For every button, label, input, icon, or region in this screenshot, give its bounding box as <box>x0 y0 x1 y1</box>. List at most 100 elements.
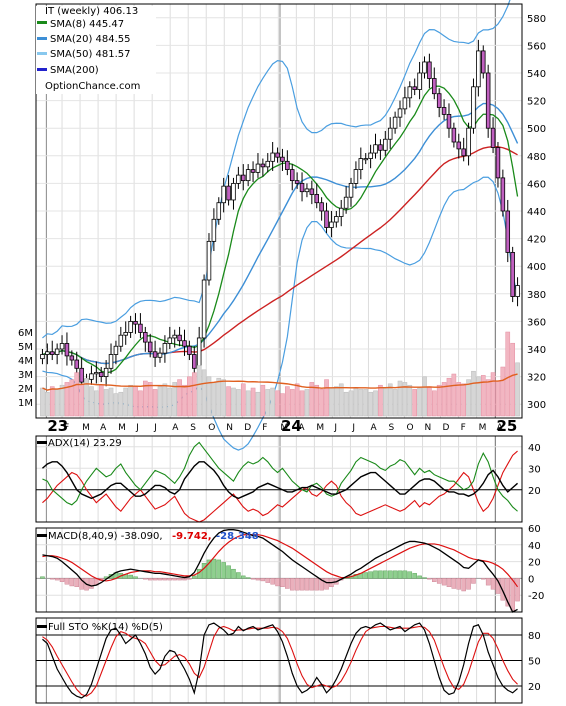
adx-label: ADX(14) 23.29 <box>48 438 122 449</box>
month-label: F <box>64 423 69 433</box>
macd-histogram-bar <box>373 570 378 579</box>
volume-bar <box>128 384 133 417</box>
macd-histogram-bar <box>427 578 432 580</box>
macd-histogram-bar <box>182 578 187 581</box>
candle-body <box>456 141 462 150</box>
month-label: A <box>298 423 305 433</box>
candle-body <box>451 127 457 143</box>
panel-frame-sto <box>35 617 523 704</box>
volume-bar <box>500 366 506 417</box>
candle-body <box>167 337 173 344</box>
candle-body <box>441 107 447 115</box>
macd-histogram-bar <box>432 578 437 582</box>
volume-bar <box>358 389 364 417</box>
macd-histogram-bar <box>79 578 84 590</box>
candle-body <box>368 152 373 159</box>
macd-histogram-bar <box>49 578 55 580</box>
month-label: M <box>316 423 324 433</box>
legend-swatch-sma20 <box>37 37 47 40</box>
volume-bar <box>79 383 84 417</box>
candle-body <box>113 345 119 355</box>
macd-histogram-bar <box>485 578 491 586</box>
macd-histogram-bar <box>211 558 217 579</box>
month-label: O <box>208 423 215 433</box>
volume-bar <box>240 383 246 417</box>
macd-histogram-bar <box>471 578 476 584</box>
candle-body <box>260 163 266 168</box>
candle-body <box>108 354 114 369</box>
volume-bar <box>157 386 163 417</box>
volume-bar <box>510 342 515 417</box>
macd-histogram-bar <box>422 577 427 579</box>
volume-bar <box>196 365 202 417</box>
volume-bar <box>49 386 55 417</box>
macd-histogram-bar <box>152 578 158 581</box>
candle-body <box>373 144 378 154</box>
volume-bar <box>461 383 466 417</box>
volume-bar <box>353 387 359 417</box>
price-tick-label: 440 <box>527 207 546 218</box>
month-label: D <box>443 423 450 433</box>
month-label: F <box>262 423 267 433</box>
candle-body <box>211 218 217 242</box>
volume-bar <box>206 376 212 417</box>
candle-body <box>392 116 398 129</box>
macd-histogram-bar <box>446 578 452 588</box>
macd-histogram-bar <box>397 570 403 579</box>
year-label: 24 <box>281 417 302 435</box>
macd-histogram-bar <box>226 565 231 579</box>
legend-swatch-sma200 <box>37 68 47 71</box>
macd-tick-label: 0 <box>528 574 534 585</box>
volume-bar <box>427 386 432 417</box>
candle-body <box>89 373 94 380</box>
candle-body <box>123 332 128 336</box>
month-label: O <box>407 423 414 433</box>
price-tick-label: 400 <box>527 262 546 273</box>
volume-bar <box>382 387 388 417</box>
volume-bar <box>407 384 413 417</box>
volume-bar <box>187 376 192 417</box>
month-label: D <box>244 423 251 433</box>
volume-bar <box>304 389 310 417</box>
macd-histogram-bar <box>245 577 251 579</box>
price-tick-label: 320 <box>527 373 546 384</box>
macd-histogram-bar <box>368 571 373 579</box>
year-label: 25 <box>497 417 518 435</box>
price-tick-label: 520 <box>527 97 546 108</box>
candle-body <box>505 210 511 253</box>
price-tick-label: 360 <box>527 317 546 328</box>
price-tick-label: 420 <box>527 235 546 246</box>
macd-panel <box>40 529 520 613</box>
candle-body <box>265 160 271 168</box>
sma20-line <box>42 102 519 365</box>
volume-bar <box>142 380 148 417</box>
candle-body <box>79 367 84 383</box>
adx-swatch <box>37 441 47 444</box>
price-tick-label: 340 <box>527 345 546 356</box>
volume-bar <box>138 390 143 417</box>
macd-histogram-bar <box>192 575 197 579</box>
macd-histogram-bar <box>515 578 520 602</box>
candle-body <box>436 93 442 108</box>
volume-bar <box>378 384 383 417</box>
month-label: A <box>497 423 504 433</box>
volume-bar <box>294 383 300 417</box>
candle-body <box>74 359 79 369</box>
volume-bar <box>319 389 324 417</box>
macd-histogram-bar <box>505 578 511 607</box>
candle-body <box>49 351 55 355</box>
volume-bar <box>182 384 187 417</box>
month-label: A <box>370 423 377 433</box>
legend-sma50: SMA(50) 481.57 <box>50 49 131 60</box>
macd-histogram-bar <box>250 578 256 580</box>
candle-body <box>334 216 339 223</box>
volume-bar <box>471 370 476 417</box>
volume-bar <box>397 380 403 417</box>
macd-histogram-bar <box>69 578 75 587</box>
macd-histogram-bar <box>157 578 163 581</box>
candle-body <box>285 160 290 171</box>
volume-bar <box>402 382 408 417</box>
candle-body <box>40 354 45 360</box>
legend-background <box>36 6 156 94</box>
